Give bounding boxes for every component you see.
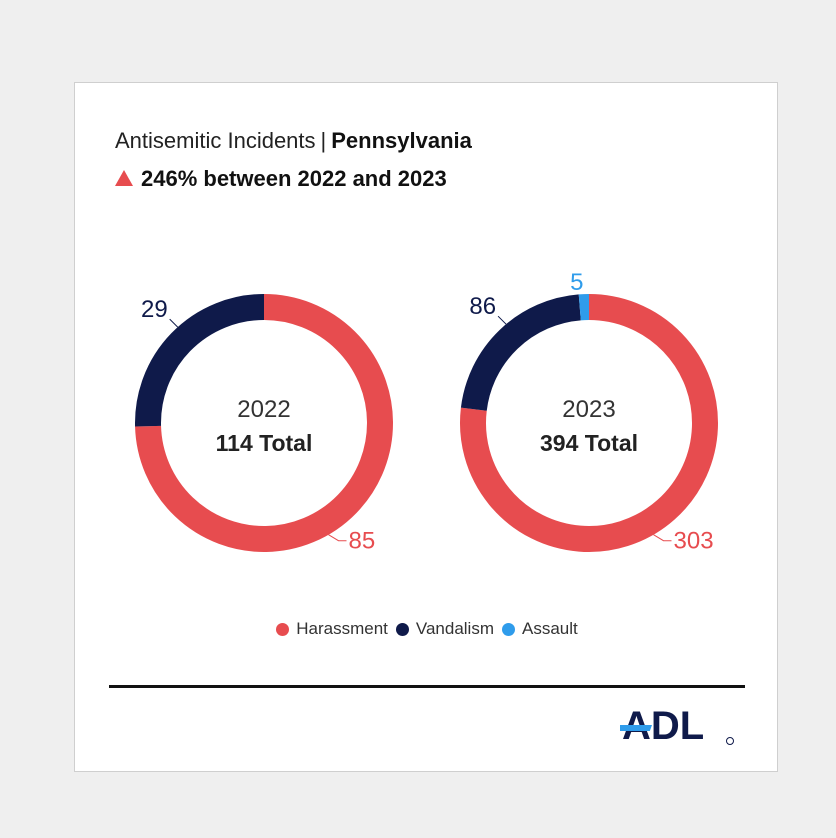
center-year-2023: 2023 <box>562 396 615 423</box>
change-subtitle: 246% between 2022 and 2023 <box>115 166 447 192</box>
center-year-2022: 2022 <box>237 396 290 423</box>
legend-dot-vandalism <box>395 622 409 636</box>
adl-logo-icon: ADL <box>620 704 734 747</box>
logo-accent <box>620 725 652 731</box>
chart-card: Antisemitic Incidents | Pennsylvania 246% … <box>74 82 778 772</box>
legend-item-harassment: Harassment <box>276 619 388 639</box>
donut-slice-2022-vandalism <box>135 294 265 427</box>
data-label-2023-vandalism: 86 <box>469 293 496 320</box>
legend-item-assault: Assault <box>502 619 578 639</box>
center-total-2023: 394 Total <box>540 430 638 456</box>
legend: Harassment Vandalism Assault <box>75 619 779 639</box>
data-label-2023-harassment: 303 <box>674 528 714 555</box>
change-text: 246% between 2022 and 2023 <box>141 166 447 191</box>
title-separator: | <box>320 128 327 153</box>
donut-charts: 85 29 2022 114 Total 303 86 5 2023 394 Total <box>135 269 718 555</box>
legend-dot-assault <box>502 622 515 636</box>
legend-label-assault: Assault <box>522 619 578 638</box>
donut-slice-2023-vandalism <box>460 294 582 412</box>
leader-line-2023-vandalism <box>497 315 507 325</box>
data-label-2023-assault: 5 <box>570 269 583 296</box>
chart-title: Antisemitic Incidents | Pennsylvania <box>115 128 472 154</box>
up-triangle-icon <box>115 170 133 186</box>
leader-line-2023-harassment <box>653 534 672 542</box>
data-label-2022-vandalism: 29 <box>141 296 168 323</box>
leader-line-2022-vandalism <box>169 318 179 328</box>
leader-line-2022-harassment <box>328 534 347 542</box>
legend-label-harassment: Harassment <box>296 619 388 638</box>
title-state: Pennsylvania <box>331 128 472 153</box>
legend-item-vandalism: Vandalism <box>395 619 494 639</box>
data-label-2022-harassment: 85 <box>349 528 376 555</box>
donut-slice-2023-harassment <box>460 294 718 552</box>
legend-dot-harassment <box>276 622 290 636</box>
registered-mark-icon <box>726 737 734 745</box>
footer-divider <box>109 685 745 688</box>
legend-label-vandalism: Vandalism <box>415 619 494 638</box>
title-prefix: Antisemitic Incidents <box>115 128 316 153</box>
donut-slice-2022-harassment <box>135 294 393 552</box>
center-total-2022: 114 Total <box>216 430 313 456</box>
